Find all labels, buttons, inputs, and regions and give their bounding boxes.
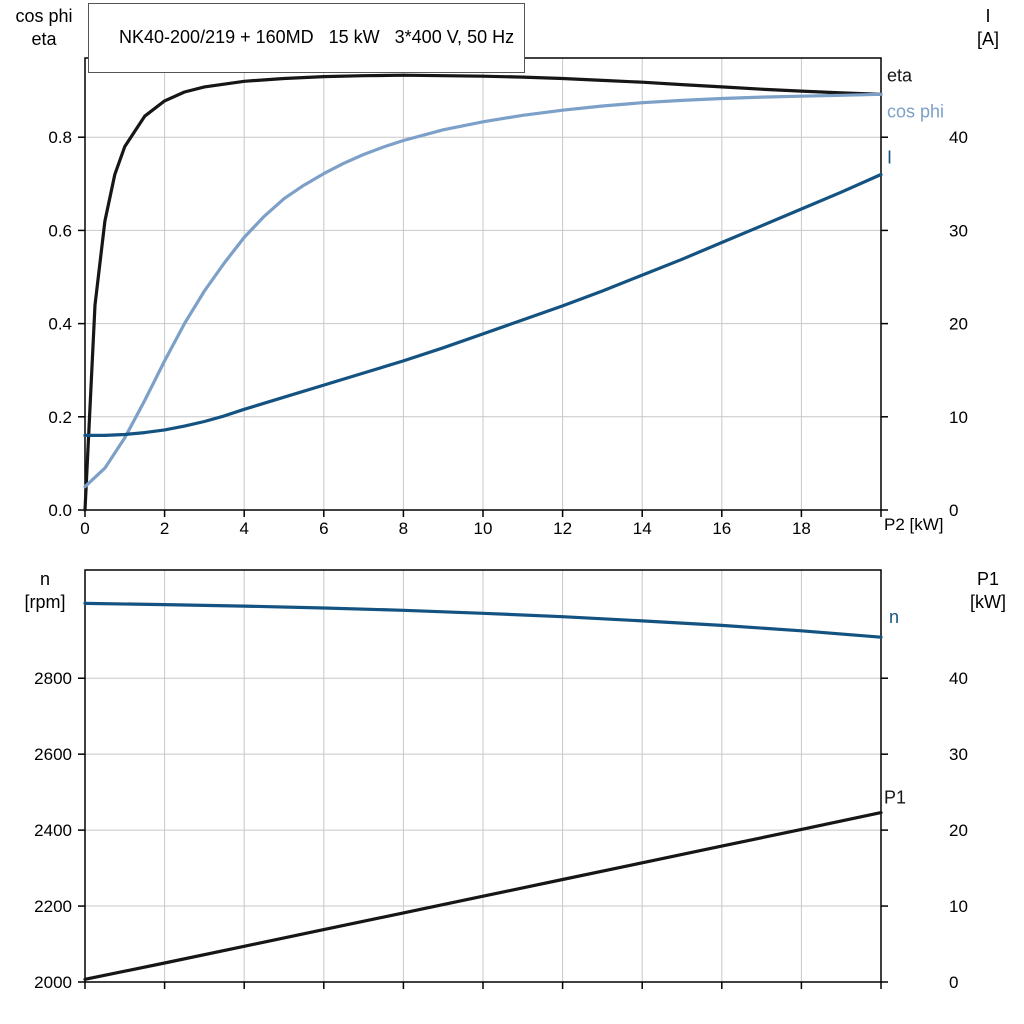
series-n-label: n — [889, 607, 899, 627]
y-right-tick-label: 10 — [949, 408, 968, 427]
x-tick-label: 4 — [239, 519, 248, 538]
x-tick-label: 14 — [633, 519, 652, 538]
x-axis-label: P2 [kW] — [884, 515, 944, 534]
y-right-axis-title-line1: I — [985, 6, 991, 26]
series-cos-phi-curve — [83, 92, 883, 489]
y-left-tick-label: 2400 — [34, 821, 72, 840]
y-left-tick-label: 2800 — [34, 669, 72, 688]
series-p1-label: P1 — [884, 788, 906, 808]
y-right-tick-label: 0 — [949, 501, 958, 520]
series-p1-curve — [83, 810, 883, 981]
series-cos-phi-label: cos phi — [887, 101, 944, 121]
y-left-tick-label: 0.6 — [48, 221, 72, 240]
chart-speed-power: 2000 2200 2400 2600 2800 0 10 20 30 40 n P1 — [34, 569, 968, 992]
y-left-tick-label: 0.4 — [48, 315, 72, 334]
y-left-tick-label: 2200 — [34, 897, 72, 916]
x-tick-label: 10 — [474, 519, 493, 538]
y-right-tick-label: 40 — [949, 128, 968, 147]
y-right-tick-label: 40 — [949, 669, 968, 688]
y-right-tick-label: 20 — [949, 315, 968, 334]
x-tick-label: 6 — [319, 519, 328, 538]
y-left-tick-label: 0.0 — [48, 501, 72, 520]
top-right-axis-title: I [A] — [957, 5, 1019, 51]
x-tick-label: 2 — [160, 519, 169, 538]
n-axis-title-line2: [rpm] — [24, 592, 66, 612]
bottom-left-axis-title: n [rpm] — [8, 568, 82, 614]
series-current-curve — [83, 172, 883, 437]
y-right-axis-title-line2: [A] — [976, 29, 999, 49]
chart-title: NK40-200/219 + 160MD 15 kW 3*400 V, 50 H… — [119, 27, 515, 47]
series-n-curve — [83, 601, 883, 639]
bottom-right-axis-title: P1 [kW] — [957, 568, 1019, 614]
y-right-tick-label: 30 — [949, 221, 968, 240]
y-right-tick-label: 0 — [949, 973, 958, 992]
n-axis-title-line1: n — [39, 569, 50, 589]
series-current-label: I — [887, 147, 892, 167]
y-right-tick-label: 30 — [949, 745, 968, 764]
chart-title-box: NK40-200/219 + 160MD 15 kW 3*400 V, 50 H… — [88, 3, 526, 73]
y-left-tick-label: 0.8 — [48, 128, 72, 147]
y-left-tick-label: 2600 — [34, 745, 72, 764]
top-left-axis-title: cos phi eta — [4, 5, 84, 51]
y-left-tick-label: 2000 — [34, 973, 72, 992]
x-tick-label: 18 — [792, 519, 811, 538]
x-tick-label: 12 — [553, 519, 572, 538]
x-tick-label: 16 — [712, 519, 731, 538]
chart-motor-electrical: 0.0 0.2 0.4 0.6 0.8 0 10 20 30 40 0 2 4 6 8 10 12 14 16 18 e… — [48, 57, 968, 538]
x-tick-label: 0 — [80, 519, 89, 538]
x-tick-label: 8 — [399, 519, 408, 538]
y-left-axis-title-line2: eta — [31, 29, 57, 49]
y-left-tick-label: 0.2 — [48, 408, 72, 427]
y-right-tick-label: 20 — [949, 821, 968, 840]
series-eta-label: eta — [887, 65, 913, 85]
series-eta-curve — [83, 73, 883, 512]
p1-axis-title-line1: P1 — [976, 569, 1000, 589]
y-left-axis-title-line1: cos phi — [15, 6, 73, 26]
p1-axis-title-line2: [kW] — [970, 592, 1006, 612]
y-right-tick-label: 10 — [949, 897, 968, 916]
